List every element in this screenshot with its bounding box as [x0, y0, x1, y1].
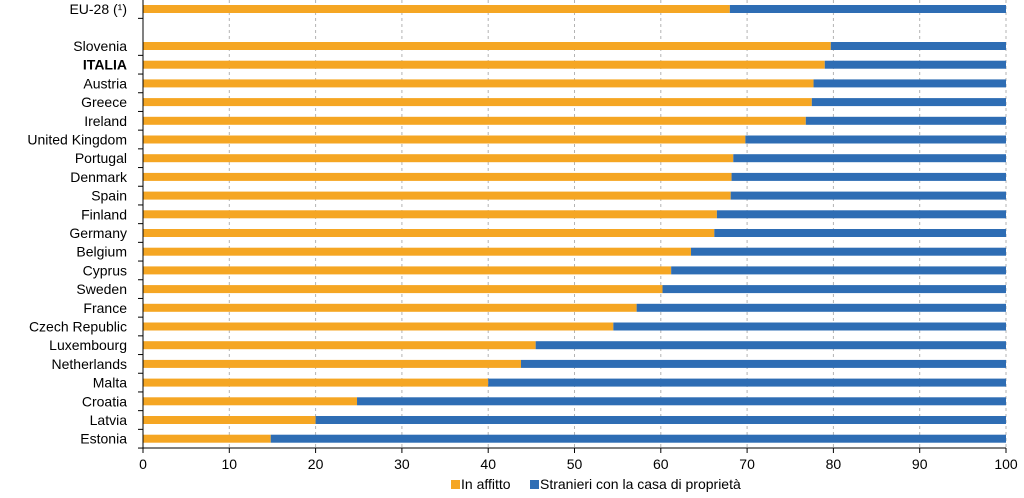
bar-affitto-croatia — [143, 397, 358, 406]
category-label: Malta — [93, 375, 127, 391]
bar-affitto-malta — [143, 378, 489, 387]
x-tick-label-70: 70 — [739, 456, 755, 472]
x-tick-label-10: 10 — [222, 456, 238, 472]
bar-affitto-cyprus — [143, 266, 672, 275]
bar-proprieta-sweden — [662, 285, 1006, 294]
x-tick-label-90: 90 — [912, 456, 928, 472]
x-tick-label-100: 100 — [994, 456, 1018, 472]
bar-proprieta-luxembourg — [535, 341, 1006, 350]
category-label: Germany — [69, 225, 127, 241]
category-label: Portugal — [75, 150, 127, 166]
gridlines — [228, 0, 1007, 448]
legend-item-affitto-swatch — [451, 480, 460, 489]
category-label: Cyprus — [83, 262, 127, 278]
bar-proprieta-spain — [730, 191, 1006, 200]
bar-affitto-eu-28 — [143, 5, 730, 13]
category-label: ITALIA — [83, 57, 127, 73]
bar-proprieta-malta — [488, 378, 1006, 387]
bar-proprieta-ireland — [805, 116, 1006, 125]
category-label: Slovenia — [73, 38, 127, 54]
category-label: Latvia — [90, 412, 128, 428]
category-label: Czech Republic — [29, 319, 127, 335]
bar-affitto-belgium — [143, 247, 692, 256]
x-tick-label-40: 40 — [480, 456, 496, 472]
bar-proprieta-finland — [716, 210, 1006, 219]
bar-affitto-netherlands — [143, 359, 521, 368]
x-tick-label-50: 50 — [567, 456, 583, 472]
category-label: Ireland — [84, 113, 127, 129]
bar-affitto-austria — [143, 79, 814, 88]
legend: In affitto Stranieri con la casa di propr… — [451, 476, 741, 492]
legend-item-proprieta-label: Stranieri con la casa di proprietà — [540, 476, 741, 492]
bar-proprieta-croatia — [357, 397, 1006, 406]
bar-proprieta-belgium — [691, 247, 1006, 256]
bar-affitto-france — [143, 303, 637, 312]
category-label: Denmark — [70, 169, 128, 185]
axes — [138, 0, 1007, 453]
bar-affitto-luxembourg — [143, 341, 536, 350]
bar-proprieta-italia — [824, 60, 1006, 69]
category-labels: EU-28 (¹) Slovenia ITALIA Austria Greece Irel… — [27, 1, 128, 447]
bar-affitto-latvia — [143, 416, 316, 424]
bar-proprieta-germany — [714, 229, 1006, 237]
bar-affitto-estonia — [143, 434, 271, 443]
category-label: Spain — [91, 188, 127, 204]
category-label: Luxembourg — [49, 337, 127, 353]
bar-proprieta-latvia — [315, 416, 1007, 424]
bar-affitto-portugal — [143, 154, 734, 163]
bar-proprieta-czech-republic — [613, 322, 1006, 331]
bar-proprieta-slovenia — [830, 42, 1006, 50]
bar-affitto-finland — [143, 210, 717, 219]
bar-proprieta-portugal — [733, 154, 1006, 163]
legend-item-affitto-label: In affitto — [461, 476, 511, 492]
x-tick-label-20: 20 — [308, 456, 324, 472]
x-tick-label-0: 0 — [139, 456, 147, 472]
bar-proprieta-cyprus — [671, 266, 1006, 275]
category-label: Finland — [81, 206, 127, 222]
bars — [143, 5, 1007, 443]
bar-affitto-germany — [143, 229, 715, 237]
category-label: Croatia — [82, 393, 127, 409]
category-label: EU-28 (¹) — [69, 1, 127, 17]
bar-proprieta-denmark — [731, 172, 1006, 181]
bar-affitto-denmark — [143, 172, 732, 181]
bar-affitto-slovenia — [143, 42, 831, 50]
category-label: Netherlands — [52, 356, 128, 372]
x-tick-label-80: 80 — [826, 456, 842, 472]
bar-affitto-greece — [143, 98, 812, 107]
bar-proprieta-united-kingdom — [745, 135, 1006, 144]
bar-affitto-united-kingdom — [143, 135, 746, 144]
bar-proprieta-france — [636, 303, 1006, 312]
bar-affitto-ireland — [143, 116, 806, 125]
bar-proprieta-estonia — [270, 434, 1006, 443]
bar-proprieta-netherlands — [520, 359, 1006, 368]
category-label: Estonia — [80, 431, 127, 447]
bar-affitto-czech-republic — [143, 322, 614, 331]
category-label: Belgium — [76, 244, 127, 260]
category-label: Austria — [83, 75, 127, 91]
bar-proprieta-greece — [811, 98, 1006, 107]
x-tick-label-60: 60 — [653, 456, 669, 472]
bar-affitto-sweden — [143, 285, 663, 294]
category-label: Greece — [81, 94, 127, 110]
legend-item-proprieta-swatch — [530, 480, 539, 489]
category-label: Sweden — [76, 281, 127, 297]
bar-affitto-italia — [143, 60, 825, 69]
category-label: France — [83, 300, 127, 316]
bar-proprieta-eu-28 — [729, 5, 1006, 13]
bar-proprieta-austria — [813, 79, 1006, 88]
x-tick-label-30: 30 — [394, 456, 410, 472]
bar-affitto-spain — [143, 191, 731, 200]
x-tick-labels: 0 10 20 30 40 50 60 70 80 90 100 — [139, 456, 1018, 472]
category-label: United Kingdom — [27, 132, 127, 148]
